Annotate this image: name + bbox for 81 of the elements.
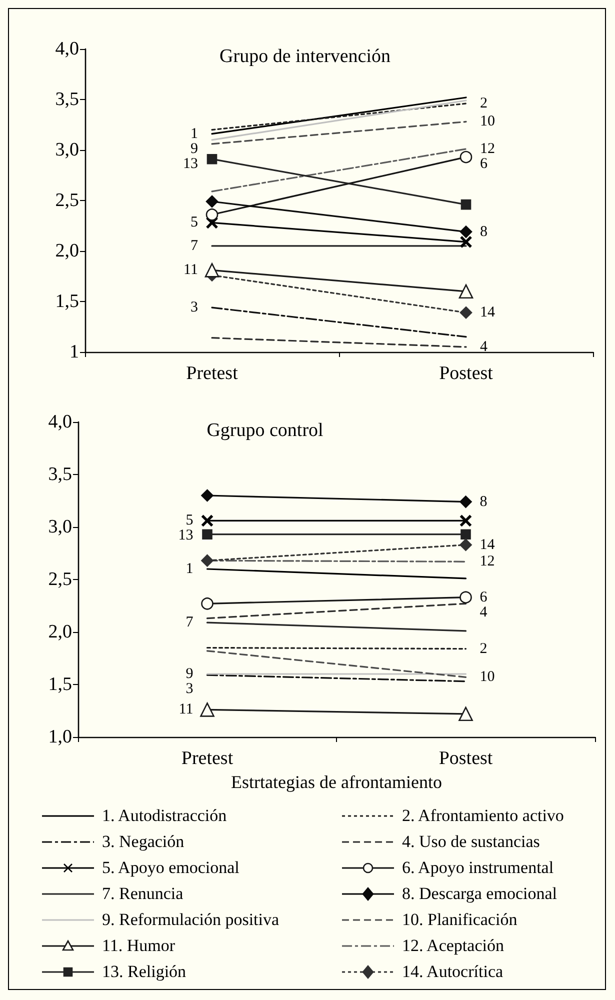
annotation: 10 (480, 114, 495, 130)
legend-label: 8. Descarga emocional (402, 884, 557, 904)
legend-label: 12. Aceptación (402, 936, 504, 956)
legend-label: 9. Reformulación positiva (102, 910, 280, 930)
y-tick-label: 4,0 (55, 38, 79, 60)
legend-label: 10. Planificación (402, 910, 518, 930)
point (460, 226, 472, 238)
legend-label: 6. Apoyo instrumental (402, 858, 554, 878)
legend-label: 13. Religión (102, 962, 186, 982)
annotation: 1 (186, 561, 194, 577)
annotation: 5 (186, 512, 194, 529)
annotation: 5 (190, 214, 198, 231)
y-tick-label: 1,5 (48, 674, 72, 695)
legend-label: 5. Apoyo emocional (102, 858, 240, 878)
y-tick-label: 2,0 (48, 622, 72, 642)
y-tick-label: 1,5 (55, 291, 79, 312)
point (460, 199, 472, 210)
x-axis-title: Estrtategias de afrontamiento (231, 772, 442, 792)
annotation: 14 (480, 304, 496, 321)
x-tick-label: Pretest (181, 748, 234, 769)
point (460, 538, 472, 551)
annotation: 11 (184, 262, 198, 278)
point (460, 236, 472, 248)
point (460, 150, 472, 164)
point (460, 591, 472, 604)
x-tick-label: Pretest (186, 363, 239, 384)
point (201, 598, 214, 610)
y-tick-label: 2,0 (55, 240, 79, 262)
point (201, 489, 214, 502)
point (206, 195, 218, 208)
y-tick-label: 1 (70, 342, 79, 362)
point (460, 306, 472, 319)
legend-label: 1. Autodistracción (102, 806, 227, 826)
legend-label: 2. Afrontamiento activo (402, 806, 564, 826)
annotation: 8 (480, 494, 488, 510)
annotation: 14 (480, 536, 496, 553)
annotation: 2 (480, 640, 488, 657)
annotation: 1 (190, 126, 198, 142)
legend-label: 3. Negación (102, 832, 184, 852)
y-tick-label: 3,0 (48, 516, 72, 538)
annotation: 9 (190, 140, 198, 157)
point (460, 515, 472, 526)
y-tick-label: 1,0 (48, 726, 72, 748)
y-tick-label: 2,5 (55, 190, 79, 211)
x-tick-label: Postest (438, 748, 494, 769)
legend-label: 4. Uso de sustancias (402, 832, 540, 852)
annotation: 12 (480, 554, 495, 570)
chart-title: Grupo de intervención (220, 46, 391, 67)
y-tick-label: 3,5 (48, 464, 72, 485)
y-tick-label: 3,5 (55, 89, 79, 110)
point (202, 515, 213, 526)
legend-label: 14. Autocrítica (402, 962, 504, 982)
annotation: 4 (480, 338, 488, 355)
point (201, 554, 214, 567)
annotation: 9 (186, 666, 194, 682)
annotation: 13 (178, 528, 194, 544)
annotation: 2 (480, 96, 488, 112)
point (202, 529, 212, 540)
y-tick-label: 4,0 (48, 412, 72, 432)
y-tick-label: 3,0 (55, 140, 79, 160)
legend-label: 11. Humor (102, 936, 176, 956)
chart-title: Ggrupo control (206, 420, 324, 441)
annotation: 6 (480, 589, 488, 606)
annotation: 3 (190, 300, 198, 316)
point (460, 529, 471, 540)
annotation: 10 (480, 669, 495, 686)
annotation: 8 (480, 224, 488, 240)
y-tick-label: 2,5 (48, 569, 72, 590)
x-tick-label: Postest (439, 363, 494, 384)
annotation: 12 (480, 140, 495, 157)
annotation: 7 (186, 614, 194, 631)
annotation: 7 (190, 238, 198, 254)
annotation: 13 (183, 156, 198, 172)
annotation: 6 (480, 156, 488, 172)
annotation: 3 (186, 681, 194, 697)
point (206, 154, 218, 164)
legend-label: 7. Renuncia (102, 884, 184, 904)
annotation: 4 (480, 604, 488, 620)
point (460, 496, 472, 508)
point (206, 208, 218, 221)
annotation: 11 (178, 702, 194, 718)
